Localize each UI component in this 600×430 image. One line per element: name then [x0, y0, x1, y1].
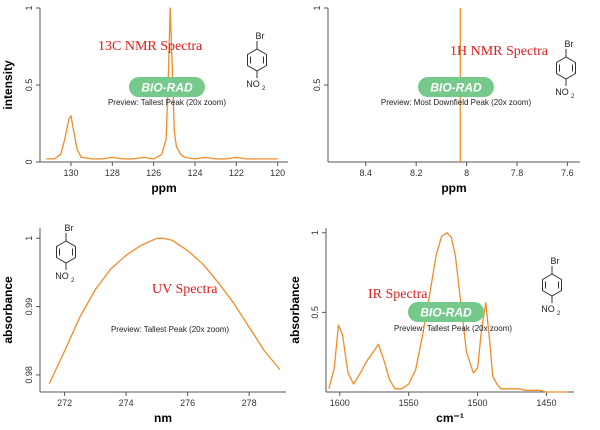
molecule-bottom-label: NO: [541, 304, 555, 314]
x-tick-label: 8.2: [410, 168, 423, 178]
x-tick-label: 126: [146, 168, 161, 178]
x-tick-label: 274: [119, 398, 134, 408]
x-tick-label: 120: [270, 168, 285, 178]
y-tick-label: 1: [310, 230, 320, 235]
x-tick-label: 1600: [330, 398, 350, 408]
preview-caption: Preview: Tallest Peak (20x zoom): [108, 98, 226, 107]
y-tick-label: 0.5: [24, 79, 34, 92]
bio-rad-logo: BIO-RAD: [129, 77, 205, 97]
bio-rad-logo-text: BIO-RAD: [141, 81, 193, 95]
molecule-top-label: Br: [551, 256, 560, 266]
molecule-structure-icon: Br NO 2: [246, 31, 267, 92]
molecule-structure-icon: Br NO 2: [541, 256, 562, 317]
y-tick-label: 0.5: [310, 306, 320, 319]
x-tick-label: 128: [105, 168, 120, 178]
spectrum-line: [48, 237, 281, 385]
x-tick-label: 1450: [536, 398, 556, 408]
x-tick-label: 8.4: [360, 168, 373, 178]
x-axis-label: ppm: [441, 181, 466, 195]
molecule-structure-icon: Br NO 2: [55, 223, 76, 284]
preview-caption: Preview: Most Downfield Peak (20x zoom): [381, 98, 532, 107]
molecule-structure-icon: Br NO 2: [555, 39, 576, 100]
y-tick-label: 0.99: [24, 298, 34, 316]
bio-rad-logo: BIO-RAD: [418, 77, 494, 97]
y-tick-label: 1: [24, 236, 34, 241]
x-axis-label: ppm: [151, 181, 176, 195]
molecule-bottom-label: NO: [246, 79, 260, 89]
x-tick-label: 8: [464, 168, 469, 178]
x-tick-label: 124: [187, 168, 202, 178]
chart-title: 1H NMR Spectra: [450, 44, 549, 59]
preview-caption: Preview: Tallest Peak (20x zoom): [111, 325, 229, 334]
chart-c13: 130 128 126 124 122 120 0 0.5 1 ppm intensity 13C N…: [1, 5, 288, 195]
x-tick-label: 7.6: [561, 168, 574, 178]
molecule-bottom-label: NO: [55, 271, 69, 281]
molecule-top-label: Br: [565, 39, 574, 49]
y-tick-label: 0.5: [312, 79, 322, 92]
x-tick-label: 272: [57, 398, 72, 408]
molecule-top-label: Br: [256, 31, 265, 41]
bio-rad-logo: BIO-RAD: [408, 302, 484, 322]
molecule-bottom-subscript: 2: [557, 311, 561, 317]
molecule-bottom-subscript: 2: [262, 86, 266, 92]
x-tick-label: 1550: [399, 398, 419, 408]
chart-ir: 1600 1550 1500 1450 0.5 1 cm⁻¹ absorbance IR Spe…: [288, 228, 574, 425]
bio-rad-logo-text: BIO-RAD: [420, 306, 472, 320]
molecule-bottom-subscript: 2: [571, 94, 575, 100]
y-axis-label: absorbance: [1, 276, 15, 344]
x-tick-label: 122: [229, 168, 244, 178]
molecule-top-label: Br: [65, 223, 74, 233]
molecule-bottom-subscript: 2: [71, 278, 75, 284]
y-tick-label: 1: [24, 5, 34, 10]
y-tick-label: 1: [312, 5, 322, 10]
x-tick-label: 278: [242, 398, 257, 408]
spectrum-line: [328, 232, 568, 393]
y-axis-label: intensity: [1, 60, 15, 110]
preview-caption: Preview: Tallest Peak (20x zoom): [394, 324, 512, 333]
spectrum-line: [46, 7, 278, 160]
x-tick-label: 7.8: [511, 168, 524, 178]
y-tick-label: 0: [24, 159, 34, 164]
bio-rad-logo-text: BIO-RAD: [430, 81, 482, 95]
chart-h1: 8.4 8.2 8 7.8 7.6 0.5 1 ppm 1H NMR Spectra BIO-RA…: [312, 5, 580, 195]
chart-title: UV Spectra: [152, 282, 218, 297]
chart-title: 13C NMR Spectra: [98, 39, 203, 54]
chart-uv: 272 274 276 278 0.98 0.99 1 nm absorbance UV Spec…: [1, 223, 286, 425]
molecule-bottom-label: NO: [555, 87, 569, 97]
x-tick-label: 130: [63, 168, 78, 178]
x-axis-label: cm⁻¹: [436, 411, 464, 425]
y-tick-label: 0.98: [24, 366, 34, 384]
x-tick-label: 1500: [468, 398, 488, 408]
chart-title: IR Spectra: [368, 287, 428, 302]
x-tick-label: 276: [180, 398, 195, 408]
x-axis-label: nm: [154, 411, 172, 425]
y-axis-label: absorbance: [288, 276, 302, 344]
